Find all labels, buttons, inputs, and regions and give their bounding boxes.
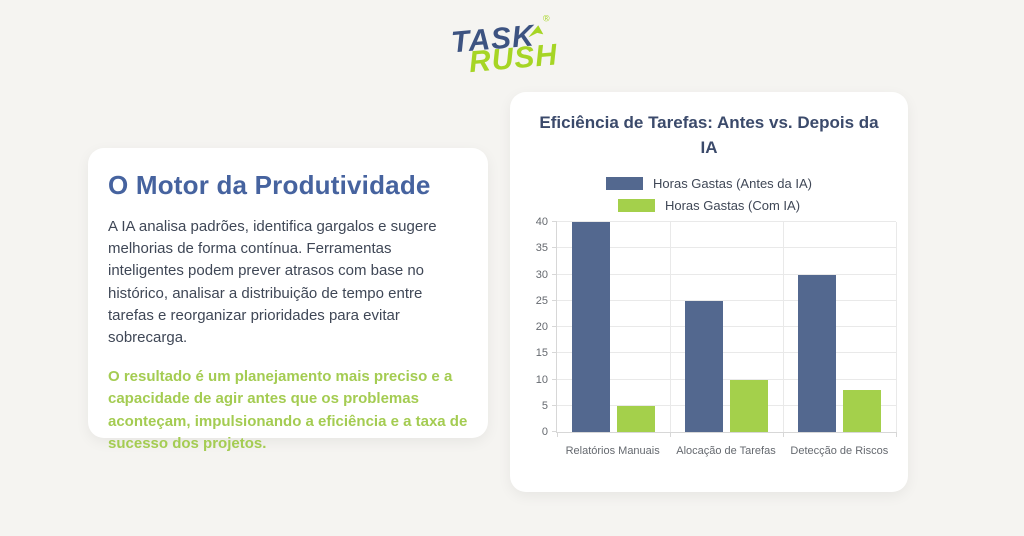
gridline (557, 273, 896, 275)
y-tick-mark (552, 404, 557, 406)
taskrush-logo: TASK® RUSH (449, 12, 604, 80)
chart-title: Eficiência de Tarefas: Antes vs. Depois … (539, 113, 879, 157)
logo-task-text: TASK (449, 19, 536, 60)
y-tick-label: 15 (535, 347, 548, 360)
y-tick-mark (552, 378, 557, 380)
y-tick-mark (552, 247, 557, 249)
y-tick-mark (552, 299, 557, 301)
y-tick-mark (552, 326, 557, 327)
y-tick-label: 20 (535, 321, 548, 333)
legend-swatch-icon (606, 177, 644, 191)
bar-group-0 (557, 222, 670, 432)
legend-label: Horas Gastas (Antes da IA) (653, 176, 812, 192)
y-tick-label: 10 (535, 373, 548, 386)
bar-series0-cat2 (797, 274, 836, 432)
legend-label: Horas Gastas (Com IA) (664, 198, 801, 214)
y-tick-label: 40 (535, 216, 548, 228)
y-tick-label: 0 (541, 426, 548, 438)
productivity-card: O Motor da Produtividade A IA analisa pa… (88, 148, 488, 452)
x-category-label: Relatórios Manuais (565, 445, 660, 457)
x-tick-mark (670, 432, 671, 437)
gridline (783, 222, 784, 432)
y-tick-label: 35 (535, 242, 548, 255)
card-paragraph: A IA analisa padrões, identifica gargalo… (108, 218, 437, 346)
bar-series0-cat1 (684, 300, 723, 432)
x-tick-mark (557, 432, 558, 437)
y-tick-mark (552, 273, 557, 275)
gridline (557, 378, 896, 380)
plot-wrap: 0 5 10 15 20 25 30 35 40 Relatórios Manuais Aloca… (510, 92, 908, 492)
chart-legend: Horas Gastas (Antes da IA) Horas Gastas (… (510, 176, 908, 213)
y-tick-label: 5 (541, 399, 548, 412)
y-tick-mark (552, 431, 557, 432)
gridline (557, 404, 896, 406)
plot-area: 0 5 10 15 20 25 30 35 40 (536, 216, 897, 438)
legend-item-1[interactable]: Horas Gastas (Com IA) (617, 198, 801, 214)
gridline (557, 221, 896, 222)
gridline (557, 247, 896, 249)
bar-series1-cat2 (842, 390, 881, 432)
gridline (557, 299, 896, 301)
x-category-label: Detecção de Riscos (790, 445, 889, 457)
x-tick-mark (783, 432, 784, 437)
card-highlight-paragraph: O resultado é um planejamento mais preci… (108, 368, 468, 452)
gridline (557, 352, 896, 354)
legend-swatch-icon (617, 199, 655, 213)
legend-item-0[interactable]: Horas Gastas (Antes da IA) (606, 176, 812, 191)
x-tick-mark (896, 432, 897, 437)
gridline (670, 222, 671, 432)
bar-group-2 (783, 222, 896, 432)
y-tick-label: 30 (535, 268, 548, 281)
chart-card: Eficiência de Tarefas: Antes vs. Depois … (510, 92, 908, 492)
y-tick-mark (552, 221, 557, 222)
bar-series0-cat0 (571, 222, 610, 432)
y-tick-label: 25 (535, 294, 548, 307)
bar-series1-cat1 (729, 379, 768, 432)
registered-trademark-icon: ® (542, 12, 551, 24)
gridline (557, 326, 896, 327)
x-category-label: Alocação de Tarefas (676, 445, 776, 457)
card-title: O Motor da Produtividade (108, 170, 431, 200)
gridline (896, 222, 897, 432)
y-tick-mark (552, 352, 557, 354)
bar-group-1 (670, 222, 783, 432)
bar-series1-cat0 (616, 405, 655, 432)
